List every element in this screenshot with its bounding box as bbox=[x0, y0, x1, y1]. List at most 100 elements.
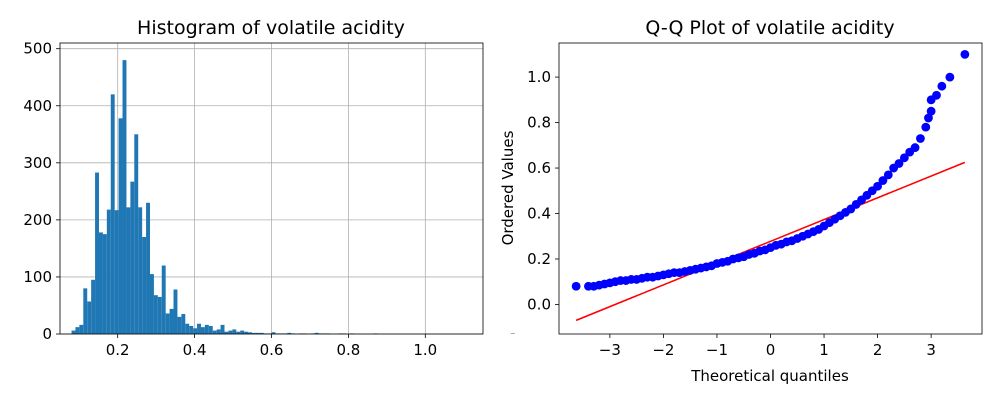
qq-panel: Q-Q Plot of volatile acidity −3 −2 −1 0 1 2 3 … bbox=[499, 17, 983, 385]
qq-point bbox=[878, 176, 888, 185]
histogram-bar bbox=[118, 118, 123, 334]
qq-x-tick-label: 0 bbox=[766, 341, 776, 359]
histogram-bar bbox=[114, 210, 119, 334]
histogram-y-tick-label: 0 bbox=[42, 325, 52, 343]
histogram-bar bbox=[87, 301, 92, 334]
histogram-bar bbox=[165, 313, 170, 334]
qq-point bbox=[937, 81, 947, 91]
histogram-bar bbox=[173, 289, 178, 334]
qq-x-tick-label: −1 bbox=[706, 341, 728, 359]
qq-point bbox=[921, 122, 931, 132]
histogram-bar bbox=[220, 324, 225, 334]
histogram-bar bbox=[212, 330, 217, 334]
histogram-bar bbox=[244, 331, 249, 334]
histogram-y-tick-label: 300 bbox=[23, 154, 52, 172]
qq-y-tick-label: 0.2 bbox=[527, 250, 551, 268]
histogram-bar bbox=[287, 332, 292, 334]
histogram-bar bbox=[181, 314, 186, 334]
qq-point bbox=[916, 134, 925, 143]
qq-point bbox=[873, 181, 882, 191]
qq-fit-line bbox=[575, 161, 966, 322]
qq-point bbox=[899, 153, 909, 163]
histogram-bar bbox=[251, 332, 256, 334]
qq-point bbox=[926, 106, 936, 116]
qq-point bbox=[924, 113, 933, 123]
qq-y-tick-label: 0.4 bbox=[527, 205, 551, 223]
histogram-x-tick-label: 0.8 bbox=[336, 341, 360, 359]
histogram-bar bbox=[110, 94, 115, 335]
qq-x-tick-label: 2 bbox=[873, 341, 883, 359]
histogram-bar bbox=[232, 329, 237, 334]
histogram-bar bbox=[134, 134, 139, 334]
histogram-x-tick-label: 1.0 bbox=[413, 341, 437, 359]
histogram-bars bbox=[71, 60, 515, 335]
histogram-bar bbox=[75, 327, 80, 334]
qq-axes-frame bbox=[558, 42, 983, 335]
histogram-bar bbox=[510, 333, 515, 334]
histogram-bar bbox=[98, 232, 103, 334]
histogram-bar bbox=[255, 332, 260, 334]
histogram-bar bbox=[79, 324, 84, 334]
histogram-bar bbox=[95, 172, 99, 334]
qq-title: Q-Q Plot of volatile acidity bbox=[645, 17, 894, 39]
histogram-bar bbox=[161, 265, 166, 334]
qq-point bbox=[960, 49, 970, 59]
qq-x-tick-label: 1 bbox=[819, 341, 829, 359]
qq-y-ticks: 0.0 0.2 0.4 0.6 0.8 1.0 bbox=[527, 68, 559, 313]
histogram-bar bbox=[314, 332, 319, 334]
qq-y-tick-label: 1.0 bbox=[527, 68, 551, 86]
qq-point bbox=[932, 90, 941, 100]
histogram-bar bbox=[169, 308, 174, 334]
histogram-x-tick-label: 0.2 bbox=[106, 341, 130, 359]
histogram-bar bbox=[271, 332, 276, 334]
histogram-bar bbox=[240, 330, 245, 334]
histogram-bar bbox=[102, 234, 107, 334]
histogram-bar bbox=[248, 332, 252, 334]
qq-y-tick-label: 0.6 bbox=[527, 159, 551, 177]
histogram-x-ticks: 0.2 0.4 0.6 0.8 1.0 bbox=[106, 334, 437, 359]
qq-x-tick-label: −2 bbox=[652, 341, 674, 359]
histogram-y-ticks: 0 100 200 300 400 500 bbox=[23, 40, 60, 343]
qq-point bbox=[894, 159, 904, 168]
histogram-bar bbox=[130, 181, 135, 334]
histogram-bar bbox=[197, 323, 201, 334]
histogram-bar bbox=[122, 60, 127, 334]
histogram-bar bbox=[153, 295, 158, 334]
qq-x-tick-label: −3 bbox=[599, 341, 621, 359]
histogram-bar bbox=[216, 329, 221, 334]
qq-x-ticks: −3 −2 −1 0 1 2 3 bbox=[599, 334, 936, 359]
qq-x-tick-label: 3 bbox=[926, 341, 936, 359]
histogram-bar bbox=[142, 237, 147, 334]
histogram-y-tick-label: 500 bbox=[23, 40, 52, 58]
histogram-bar bbox=[126, 207, 131, 334]
histogram-title: Histogram of volatile acidity bbox=[137, 17, 405, 39]
histogram-bar bbox=[106, 209, 111, 334]
qq-y-axis-label: Ordered Values bbox=[499, 130, 517, 245]
histogram-bar bbox=[157, 296, 162, 334]
histogram-bar bbox=[259, 332, 264, 334]
histogram-bar bbox=[83, 288, 88, 334]
histogram-bar bbox=[189, 326, 194, 334]
qq-y-tick-label: 0.8 bbox=[527, 114, 551, 132]
histogram-bar bbox=[146, 202, 150, 334]
qq-points bbox=[571, 49, 970, 291]
qq-point bbox=[945, 72, 955, 82]
histogram-bar bbox=[193, 328, 198, 334]
histogram-y-tick-label: 100 bbox=[23, 268, 52, 286]
histogram-y-tick-label: 200 bbox=[23, 211, 52, 229]
qq-y-tick-label: 0.0 bbox=[527, 295, 551, 313]
histogram-panel: Histogram of volatile acidity 0.2 0.4 0.6 0… bbox=[23, 17, 515, 359]
histogram-bar bbox=[177, 316, 182, 334]
histogram-bar bbox=[224, 331, 229, 334]
histogram-x-tick-label: 0.4 bbox=[183, 341, 207, 359]
histogram-bar bbox=[71, 330, 76, 334]
histogram-bar bbox=[200, 327, 205, 334]
qq-point bbox=[883, 170, 893, 180]
histogram-bar bbox=[208, 326, 213, 334]
histogram-bar bbox=[138, 207, 143, 334]
histogram-bar bbox=[204, 324, 209, 334]
histogram-x-tick-label: 0.6 bbox=[260, 341, 284, 359]
histogram-bar bbox=[91, 279, 96, 334]
histogram-y-tick-label: 400 bbox=[23, 97, 52, 115]
